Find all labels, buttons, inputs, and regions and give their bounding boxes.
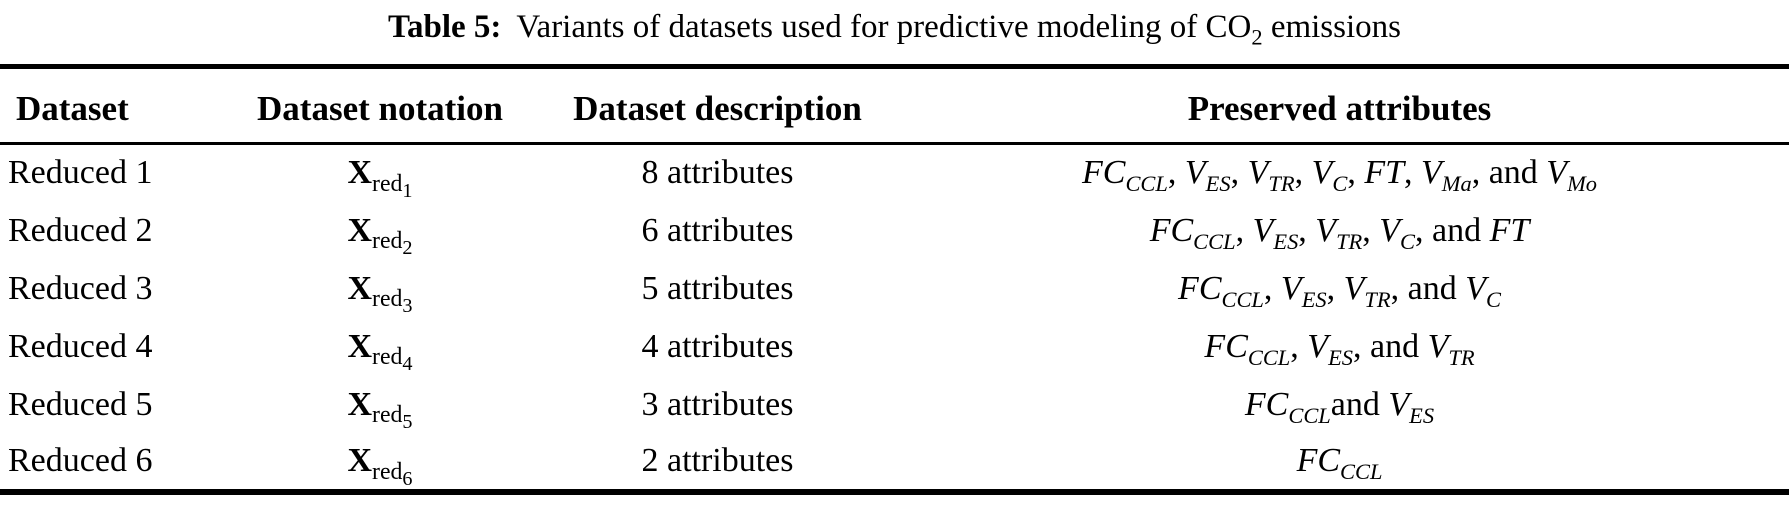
- separator-text: ,: [1230, 154, 1248, 192]
- table-row: Reduced 6 Xred6 2 attributes FCCCL: [0, 434, 1789, 492]
- math-variable: VES: [1280, 269, 1327, 312]
- column-header-notation: Dataset notation: [215, 66, 545, 145]
- separator-text: , and: [1390, 269, 1466, 307]
- separator-text: ,: [1263, 269, 1281, 307]
- dataset-name-cell: Reduced 3: [8, 269, 153, 307]
- dataset-description-cell: 4 attributes: [641, 327, 794, 365]
- math-variable: VTR: [1315, 211, 1363, 254]
- separator-text: ,: [1326, 269, 1344, 307]
- preserved-attributes-cell: FCCCL, VES, VTR, VC, and FT: [890, 202, 1789, 260]
- math-variable: VC: [1311, 154, 1348, 197]
- table-row: Reduced 3 Xred3 5 attributes FCCCL, VES, VT…: [0, 260, 1789, 318]
- math-variable: VTR: [1427, 327, 1475, 370]
- dataset-description-cell: 3 attributes: [641, 385, 794, 423]
- dataset-description-cell: 5 attributes: [641, 269, 794, 307]
- math-variable: VTR: [1247, 154, 1295, 197]
- math-variable: FCCCL: [1149, 211, 1236, 254]
- column-header-description: Dataset description: [545, 66, 890, 145]
- math-variable: VES: [1388, 385, 1435, 428]
- table-body: Reduced 1 Xred1 8 attributes FCCCL, VES, VT…: [0, 144, 1789, 492]
- column-header-dataset: Dataset: [0, 66, 215, 145]
- separator-text: ,: [1167, 154, 1185, 192]
- preserved-attributes-cell: FCCCL, VES, and VTR: [890, 318, 1789, 376]
- dataset-notation-cell: Xred6: [347, 442, 413, 490]
- table-caption: Table 5: Variants of datasets used for pr…: [0, 0, 1789, 64]
- header-row: Dataset Dataset notation Dataset descrip…: [0, 66, 1789, 145]
- separator-text: ,: [1347, 154, 1365, 192]
- caption-subscript: 2: [1251, 24, 1263, 50]
- table-row: Reduced 1 Xred1 8 attributes FCCCL, VES, VT…: [0, 144, 1789, 202]
- dataset-name-cell: Reduced 4: [8, 327, 153, 365]
- separator-text: and: [1330, 385, 1389, 423]
- separator-text: ,: [1298, 211, 1316, 249]
- dataset-description-cell: 2 attributes: [641, 442, 794, 479]
- separator-text: ,: [1290, 327, 1308, 365]
- preserved-attributes-cell: FCCCL, VES, VTR, and VC: [890, 260, 1789, 318]
- table-row: Reduced 5 Xred5 3 attributes FCCCLand VES: [0, 376, 1789, 434]
- dataset-notation-cell: Xred4: [347, 327, 413, 376]
- math-variable: FCCCL: [1204, 327, 1291, 370]
- separator-text: , and: [1353, 327, 1428, 365]
- dataset-description-cell: 6 attributes: [641, 211, 794, 249]
- dataset-name-cell: Reduced 6: [8, 442, 153, 479]
- caption-label: Table 5:: [387, 9, 502, 45]
- math-variable: VMo: [1546, 154, 1597, 197]
- dataset-notation-cell: Xred2: [347, 211, 413, 260]
- dataset-name-cell: Reduced 5: [8, 385, 153, 423]
- dataset-notation-cell: Xred5: [347, 385, 413, 434]
- math-variable: VES: [1252, 211, 1299, 254]
- caption-prefix: Variants of datasets used for predictive…: [516, 9, 1252, 45]
- caption-suffix: emissions: [1262, 9, 1402, 45]
- separator-text: ,: [1362, 211, 1380, 249]
- math-variable: VMa: [1421, 154, 1472, 197]
- math-variable: VTR: [1343, 269, 1391, 312]
- math-variable: FT: [1364, 154, 1404, 192]
- math-variable: FCCCL: [1178, 269, 1264, 312]
- separator-text: ,: [1235, 211, 1253, 249]
- math-variable: VC: [1465, 269, 1501, 312]
- table-row: Reduced 2 Xred2 6 attributes FCCCL, VES, VT…: [0, 202, 1789, 260]
- math-variable: VC: [1379, 211, 1416, 254]
- preserved-attributes-cell: FCCCL: [890, 434, 1789, 492]
- datasets-table: Dataset Dataset notation Dataset descrip…: [0, 64, 1789, 495]
- separator-text: , and: [1471, 154, 1547, 192]
- dataset-notation-cell: Xred1: [347, 154, 413, 202]
- separator-text: ,: [1294, 154, 1312, 192]
- dataset-description-cell: 8 attributes: [641, 154, 794, 192]
- math-variable: FT: [1489, 211, 1530, 249]
- preserved-attributes-cell: FCCCLand VES: [890, 376, 1789, 434]
- caption-text: Variants of datasets used for predictive…: [516, 9, 1402, 48]
- separator-text: , and: [1415, 211, 1490, 249]
- separator-text: ,: [1404, 154, 1421, 192]
- column-header-attributes: Preserved attributes: [890, 66, 1789, 145]
- math-variable: FCCCL: [1296, 442, 1383, 484]
- table-header: Dataset Dataset notation Dataset descrip…: [0, 66, 1789, 145]
- math-variable: FCCCL: [1082, 154, 1168, 197]
- math-variable: FCCCL: [1244, 385, 1331, 428]
- math-variable: VES: [1307, 327, 1354, 370]
- preserved-attributes-cell: FCCCL, VES, VTR, VC, FT, VMa, and VMo: [890, 144, 1789, 202]
- paper-table-figure: Table 5: Variants of datasets used for pr…: [0, 0, 1789, 495]
- dataset-name-cell: Reduced 2: [8, 211, 153, 249]
- dataset-notation-cell: Xred3: [347, 269, 413, 318]
- dataset-name-cell: Reduced 1: [8, 154, 153, 192]
- table-row: Reduced 4 Xred4 4 attributes FCCCL, VES, an…: [0, 318, 1789, 376]
- math-variable: VES: [1184, 154, 1231, 197]
